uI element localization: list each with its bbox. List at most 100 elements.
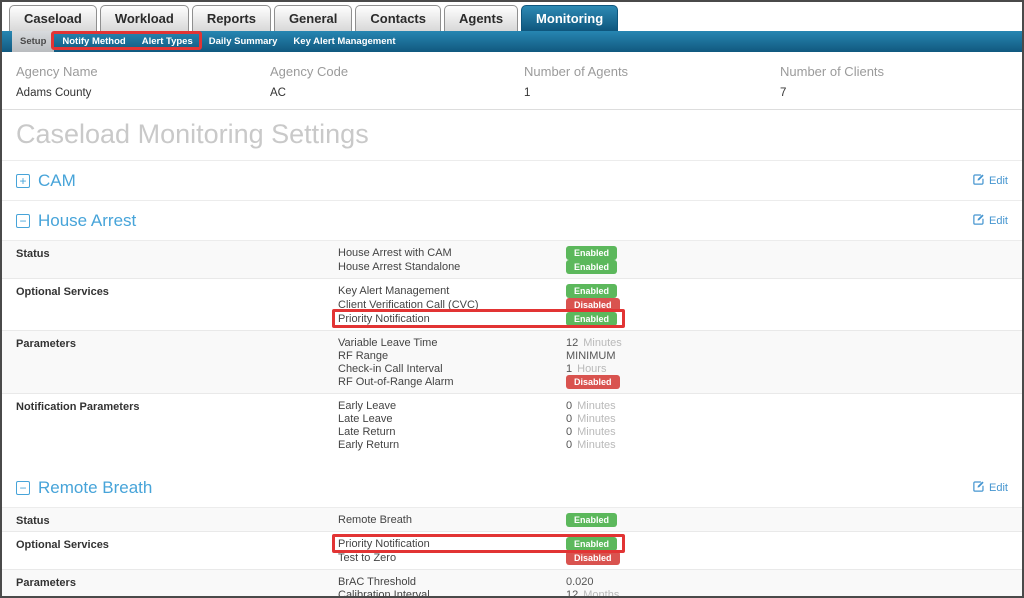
enabled-status-badge: Enabled xyxy=(566,513,618,527)
setting-name: House Arrest Standalone xyxy=(338,261,461,273)
group-settings: Variable Leave Time 12 Minutes RF Range MINI… xyxy=(338,335,1022,389)
setting-value: 1 xyxy=(566,362,573,375)
setting-name: Early Return xyxy=(338,438,400,451)
tab-agents[interactable]: Agents xyxy=(443,5,519,31)
subnav-item-key-alert-management[interactable]: Key Alert Management xyxy=(293,36,396,47)
number-of-clients-field: Number of Clients 7 xyxy=(780,64,1022,99)
enabled-status-badge: Enabled xyxy=(566,312,618,326)
enabled-status-badge: Enabled xyxy=(566,284,618,298)
section-header-cam: + CAM Edit xyxy=(2,161,1022,201)
edit-button-house-arrest[interactable]: Edit xyxy=(972,213,1008,229)
setting-row: Early Leave 0 Minutes xyxy=(338,399,1022,412)
group-label: Notification Parameters xyxy=(16,401,140,413)
group-label: Parameters xyxy=(16,338,76,350)
group-label: Optional Services xyxy=(16,539,109,551)
expand-icon[interactable]: + xyxy=(16,173,30,188)
edit-button-remote-breath[interactable]: Edit xyxy=(972,480,1008,496)
collapse-icon[interactable]: − xyxy=(16,480,30,495)
setting-value: 0 xyxy=(566,399,573,412)
group-settings: Key Alert Management Enabled Client Verifi… xyxy=(332,283,1022,328)
setting-row: Priority Notification Enabled xyxy=(332,534,1022,553)
setting-value: 0 xyxy=(566,412,573,425)
setting-row: Remote Breath Enabled xyxy=(338,513,1022,527)
subnav-item-notify-method[interactable]: Notify Method xyxy=(62,36,126,47)
section-header-house-arrest: − House Arrest Edit xyxy=(2,201,1022,241)
subnav-item-setup[interactable]: Setup xyxy=(12,31,55,52)
edit-label: Edit xyxy=(989,214,1008,227)
setting-unit: Months xyxy=(583,588,620,598)
section-title: House Arrest xyxy=(38,210,137,230)
section-header-remote-breath: − Remote Breath Edit xyxy=(2,468,1022,508)
section-title: CAM xyxy=(38,170,76,190)
edit-label: Edit xyxy=(989,481,1008,494)
setting-unit: Minutes xyxy=(577,412,616,425)
tab-workload[interactable]: Workload xyxy=(99,5,189,31)
setting-name: Early Leave xyxy=(338,399,397,412)
group-row-status: Status House Arrest with CAM Enabled House … xyxy=(2,241,1022,278)
setting-value: 12 xyxy=(566,588,579,598)
setting-row: Late Leave 0 Minutes xyxy=(338,412,1022,425)
number-of-agents-value: 1 xyxy=(524,87,531,99)
setting-row: BrAC Threshold 0.020 xyxy=(338,575,1022,588)
setting-name: House Arrest with CAM xyxy=(338,247,452,259)
setting-row: Priority Notification Enabled xyxy=(332,309,1022,328)
group-row-notification-parameters: Notification Parameters Early Leave 0 Minut… xyxy=(2,393,1022,455)
disabled-status-badge: Disabled xyxy=(566,298,620,312)
tab-monitoring[interactable]: Monitoring xyxy=(521,5,619,31)
section-remote-breath: − Remote Breath Edit Status Remote Breath Ena… xyxy=(2,468,1022,598)
group-row-status: Status Remote Breath Enabled xyxy=(2,508,1022,531)
group-settings: Early Leave 0 Minutes Late Leave 0 Minutes Lat… xyxy=(338,398,1022,451)
number-of-clients-label: Number of Clients xyxy=(780,64,885,79)
edit-label: Edit xyxy=(989,174,1008,187)
setting-name: Client Verification Call (CVC) xyxy=(338,299,479,311)
tab-general[interactable]: General xyxy=(273,5,353,31)
setting-name: Check-in Call Interval xyxy=(338,362,443,375)
setting-name: Test to Zero xyxy=(338,552,397,564)
setting-name: Priority Notification xyxy=(338,538,430,550)
tab-reports[interactable]: Reports xyxy=(191,5,271,31)
setting-row: Calibration Interval 12 Months xyxy=(338,588,1022,598)
setting-row: Key Alert Management Enabled xyxy=(338,284,1022,298)
setting-row: RF Out-of-Range Alarm Disabled xyxy=(338,375,1022,389)
setting-name: Late Return xyxy=(338,425,396,438)
monitoring-subnav: Setup Notify Method Alert Types Daily Su… xyxy=(2,31,1022,52)
group-settings: Priority Notification Enabled Test to Zero… xyxy=(332,534,1022,565)
setting-name: Priority Notification xyxy=(338,313,430,325)
setting-row: Early Return 0 Minutes xyxy=(338,438,1022,451)
group-label: Status xyxy=(16,515,50,527)
setting-value: 12 xyxy=(566,336,579,349)
enabled-status-badge: Enabled xyxy=(566,537,618,551)
tab-caseload[interactable]: Caseload xyxy=(9,5,97,31)
setting-row: Test to Zero Disabled xyxy=(338,551,1022,565)
setting-unit: Hours xyxy=(577,362,607,375)
setting-unit: Minutes xyxy=(577,399,616,412)
setting-value: MINIMUM xyxy=(566,349,616,362)
disabled-status-badge: Disabled xyxy=(566,551,620,565)
collapse-icon[interactable]: − xyxy=(16,213,30,228)
setting-name: Remote Breath xyxy=(338,514,412,526)
agency-code-value: AC xyxy=(270,87,286,99)
group-row-parameters: Parameters BrAC Threshold 0.020 Calibration… xyxy=(2,569,1022,598)
section-house-arrest: − House Arrest Edit Status House Arrest with… xyxy=(2,201,1022,455)
setting-name: Late Leave xyxy=(338,412,393,425)
setting-row: House Arrest Standalone Enabled xyxy=(338,260,1022,274)
group-settings: BrAC Threshold 0.020 Calibration Interval 1… xyxy=(338,574,1022,598)
agency-code-label: Agency Code xyxy=(270,64,349,79)
number-of-agents-label: Number of Agents xyxy=(524,64,629,79)
agency-name-value: Adams County xyxy=(16,87,92,99)
subnav-item-alert-types[interactable]: Alert Types xyxy=(141,36,193,47)
setting-unit: Minutes xyxy=(577,425,616,438)
setting-value: 0 xyxy=(566,438,573,451)
edit-button-cam[interactable]: Edit xyxy=(972,173,1008,189)
setting-unit: Minutes xyxy=(583,336,622,349)
agency-name-label: Agency Name xyxy=(16,64,98,79)
tab-contacts[interactable]: Contacts xyxy=(355,5,441,31)
setting-row: Late Return 0 Minutes xyxy=(338,425,1022,438)
setting-name: RF Range xyxy=(338,349,389,362)
page-title: Caseload Monitoring Settings xyxy=(2,110,1022,161)
group-row-optional-services: Optional Services Key Alert Management Ena… xyxy=(2,278,1022,330)
subnav-item-daily-summary[interactable]: Daily Summary xyxy=(208,36,278,47)
section-title: Remote Breath xyxy=(38,477,153,497)
group-row-optional-services: Optional Services Priority Notification En… xyxy=(2,531,1022,569)
